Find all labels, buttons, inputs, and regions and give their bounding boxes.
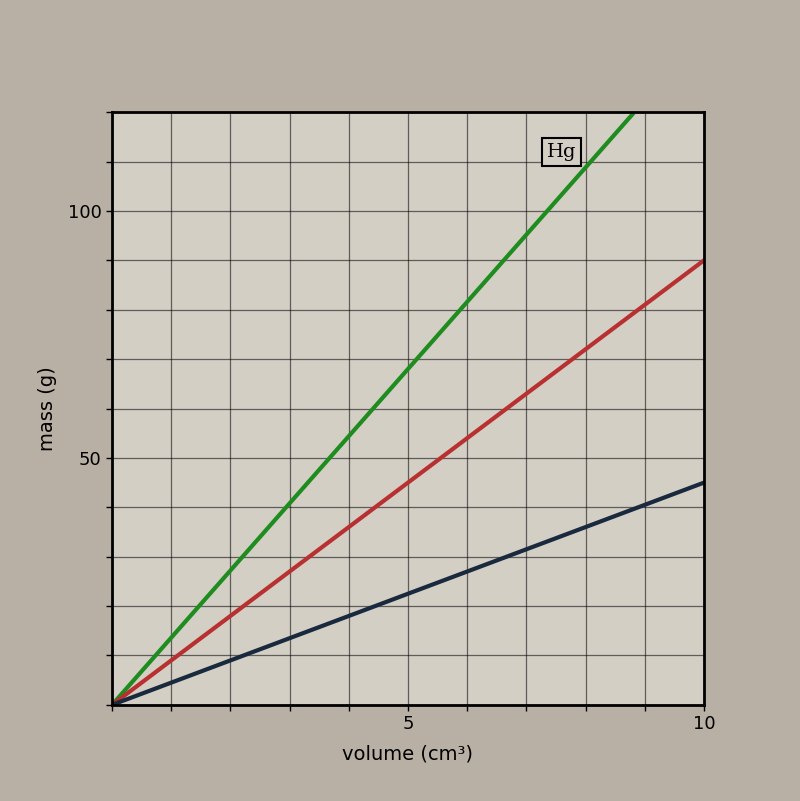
Y-axis label: mass (g): mass (g)	[38, 366, 57, 451]
X-axis label: volume (cm³): volume (cm³)	[342, 744, 474, 763]
Text: Ti: Ti	[0, 800, 1, 801]
Text: Hg: Hg	[547, 143, 577, 161]
Text: Cu: Cu	[0, 800, 1, 801]
